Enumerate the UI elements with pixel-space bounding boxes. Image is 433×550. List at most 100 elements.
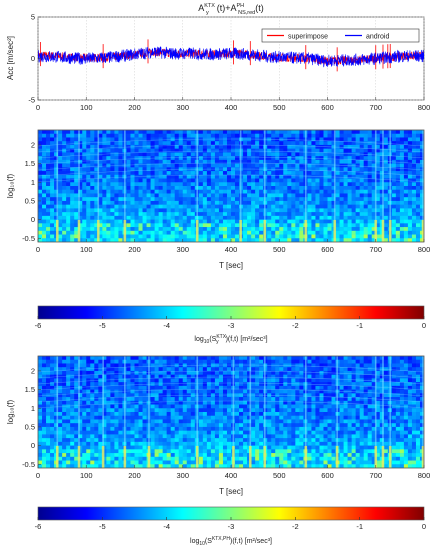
heatmap-cell [98,419,103,424]
heatmap-cell [46,215,51,220]
heatmap-cell [251,382,256,387]
heatmap-cell [283,208,288,213]
heatmap-cell [295,152,300,157]
heatmap-cell [74,130,79,135]
heatmap-cell [74,148,79,153]
heatmap-cell [411,197,417,202]
heatmap-cell [202,359,208,364]
heatmap-cell [351,374,356,379]
heatmap-cell [291,159,296,164]
heatmap-cell [90,219,95,224]
heatmap-cell [74,359,79,364]
heatmap-cell [283,144,288,149]
heatmap-cell [38,423,43,428]
heatmap-cell [110,430,115,435]
heatmap-cell [190,412,196,417]
heatmap-cell [158,148,163,153]
heatmap-cell [279,133,284,138]
heatmap-cell [202,133,208,138]
heatmap-cell [327,186,332,191]
heatmap-cell [142,423,147,428]
heatmap-cell [299,171,304,176]
heatmap-cell [279,163,284,168]
heatmap-cell [186,130,192,135]
heatmap-cell [255,182,260,187]
heatmap-cell [46,389,51,394]
heatmap-cell [235,230,240,235]
heatmap-cell [319,426,324,431]
heatmap-cell [251,200,256,205]
heatmap-cell [98,412,103,417]
heatmap-cell [78,423,83,428]
heatmap-cell [94,404,99,409]
heatmap-cell [367,141,373,146]
heatmap-cell [118,408,123,413]
heatmap-cell [243,385,248,390]
heatmap-cell [411,356,417,361]
heatmap-cell [279,426,284,431]
heatmap-cell [118,208,123,213]
heatmap-cell [106,193,111,198]
heatmap-cell [134,408,139,413]
heatmap-cell [251,144,256,149]
heatmap-cell [222,130,228,135]
heatmap-cell [279,171,284,176]
heatmap-cell [319,423,324,428]
heatmap-cell [415,426,421,431]
heatmap-cell [383,412,389,417]
heatmap-cell [206,430,212,435]
heatmap-cell [42,397,47,402]
heatmap-cell [206,141,212,146]
heatmap-cell [166,186,171,191]
heatmap-cell [86,412,91,417]
heatmap-cell [351,404,356,409]
heatmap-cell [226,152,232,157]
heatmap-cell [267,426,272,431]
heatmap-cell [239,397,244,402]
heatmap-cell [331,163,336,168]
heatmap-cell [78,167,83,172]
heatmap-cell [98,223,103,228]
heatmap-cell [231,156,236,161]
heatmap-cell [170,415,176,420]
heatmap-cell [62,234,67,239]
heatmap-cell [106,141,111,146]
heatmap-cell [58,419,63,424]
heatmap-cell [363,370,369,375]
heatmap-cell [170,382,176,387]
heatmap-cell [90,163,95,168]
heatmap-cell [355,130,360,135]
heatmap-cell [174,223,180,228]
heatmap-cell [235,408,240,413]
heatmap-cell [202,389,208,394]
heatmap-cell [98,234,103,239]
heatmap-cell [399,400,405,405]
heatmap-cell [323,167,328,172]
heatmap-cell [186,193,192,198]
heatmap-cell [295,412,300,417]
heatmap-cell [82,423,87,428]
heatmap-cell [86,426,91,431]
heatmap-cell [391,189,397,194]
heatmap-cell [202,186,208,191]
heatmap-cell [110,397,115,402]
heatmap-cell [38,363,43,368]
heatmap-cell [299,238,304,242]
heatmap-cell [158,219,163,224]
heatmap-cell [118,227,123,232]
heatmap-cell [130,378,135,383]
heatmap-cell [126,212,131,217]
heatmap-cell [335,152,340,157]
heatmap-cell [42,389,47,394]
heatmap-cell [407,408,413,413]
heatmap-cell [287,171,292,176]
heatmap-cell [347,159,352,164]
heatmap-cell [339,182,344,187]
heatmap-cell [106,197,111,202]
heatmap-cell [106,419,111,424]
heatmap-cell [267,367,272,372]
heatmap-cell [367,426,373,431]
heatmap-cell [287,234,292,239]
heatmap-cell [42,148,47,153]
heatmap-cell [182,419,188,424]
